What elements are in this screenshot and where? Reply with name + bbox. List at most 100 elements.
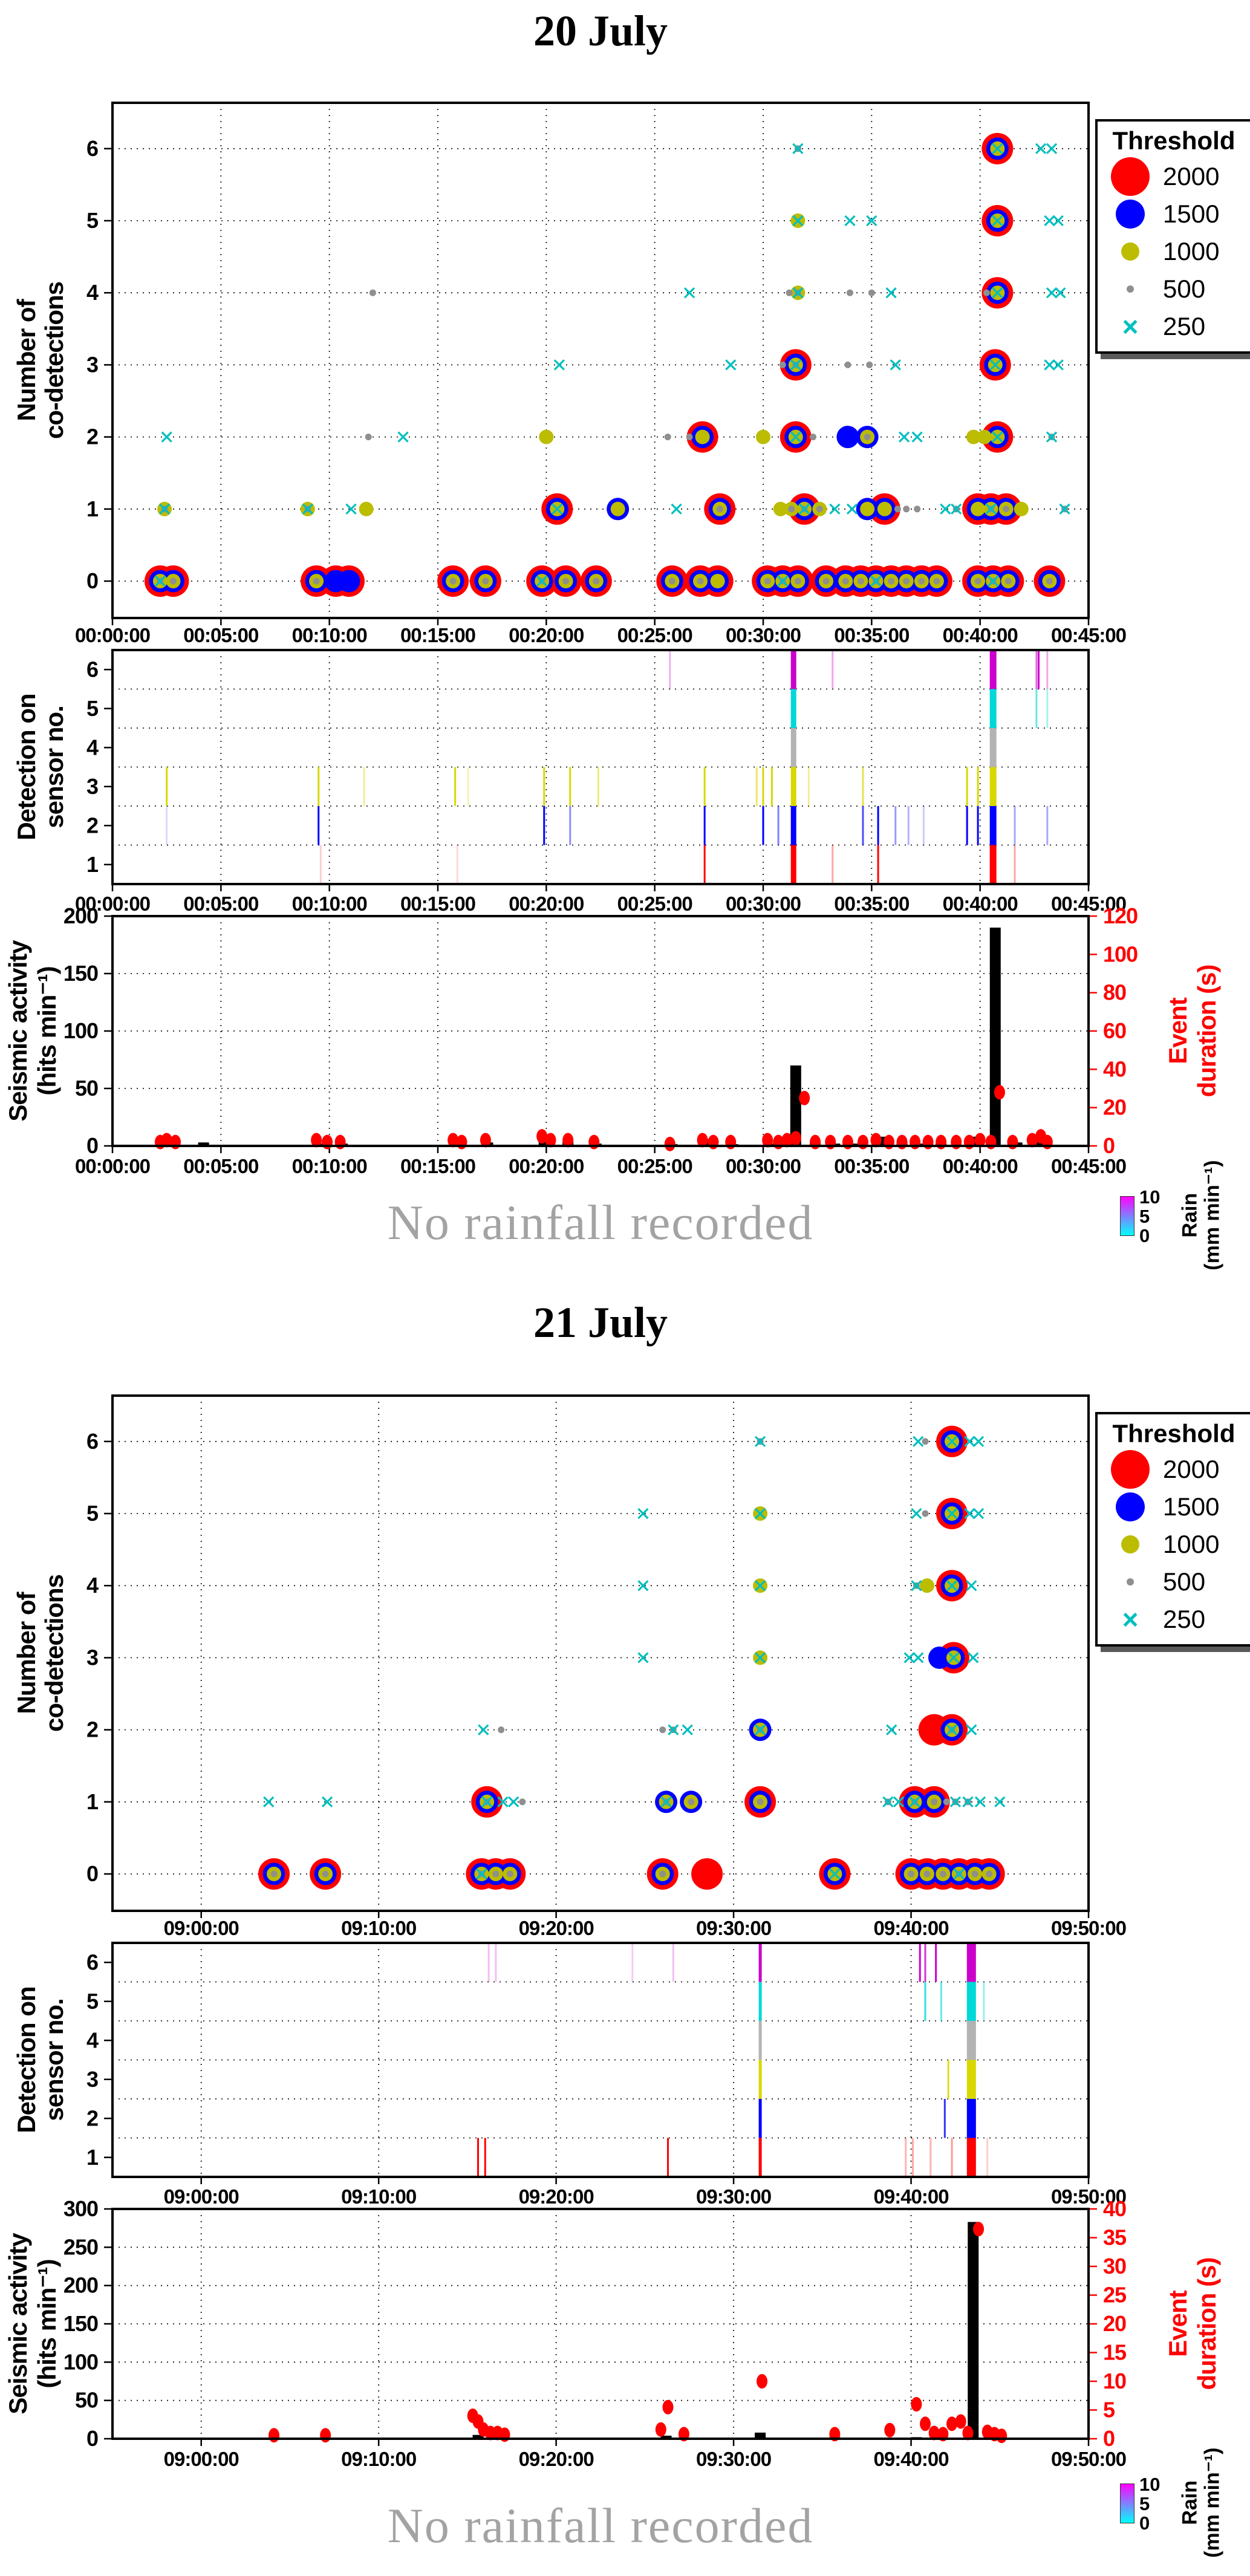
y-axis-label: sensor no. [40, 706, 68, 828]
seismic-tick-label: 150 [63, 2311, 98, 2336]
threshold-1000-marker [1121, 242, 1139, 261]
y-tick-label: 0 [86, 1861, 98, 1886]
detection-marker-X [754, 1436, 766, 1447]
detection-marker-X [478, 1724, 489, 1735]
detection-marker-G [974, 577, 981, 585]
x-tick-label: 00:25:00 [617, 624, 692, 646]
event-duration-dot [896, 1134, 908, 1150]
sensor-tick-label: 6 [86, 1950, 98, 1974]
detection-marker-X [668, 1724, 679, 1735]
seismic-bar [755, 2432, 766, 2439]
event-duration-dot [810, 1134, 821, 1150]
seismic-bar [968, 2222, 979, 2439]
detection-marker-G [688, 1798, 695, 1806]
event-duration-dot [974, 1133, 986, 1148]
y-axis-label: Number of [12, 298, 41, 421]
rain-axis-label-2: Rain (mm min⁻¹) [1178, 2447, 1223, 2558]
event-duration-dot [448, 1133, 459, 1148]
event-duration-dot [161, 1133, 172, 1148]
detection-marker-X [948, 1652, 960, 1664]
detection-marker-G [716, 506, 723, 513]
sensor-3-event [977, 767, 979, 806]
detection-marker-X [972, 1436, 985, 1447]
seismic-tick-label: 0 [86, 1133, 98, 1158]
y-tick-label: 6 [86, 136, 98, 161]
detection-marker-G [868, 289, 875, 296]
detection-marker-X [1052, 215, 1064, 227]
right-y-axis-label: duration (s) [1193, 965, 1221, 1098]
detection-marker-X [988, 575, 999, 587]
sensor-5-event [1046, 689, 1049, 728]
legend-entry-2000: 2000 [1098, 1450, 1250, 1489]
event-duration-dot [662, 2399, 674, 2415]
detection-marker-X [497, 1796, 509, 1807]
right-y-axis-label: duration (s) [1193, 2258, 1221, 2390]
sensor-3-event [758, 2060, 762, 2099]
x-tick-label: 09:00:00 [164, 1917, 239, 1939]
detection-marker-Y [919, 1578, 934, 1593]
detection-marker-X [951, 503, 962, 515]
x-tick-label: 00:00:00 [75, 893, 150, 915]
sensor-6-event [495, 1943, 497, 1982]
x-tick-label: 00:35:00 [834, 893, 909, 915]
rain-colorbar-2 [1120, 2483, 1134, 2523]
sensor-1-event [703, 845, 706, 884]
x-tick-label: 00:45:00 [1051, 893, 1126, 915]
detection-marker-X [992, 431, 1003, 443]
detection-marker-X [946, 1580, 958, 1592]
right-y-axis-label: Event [1164, 997, 1192, 1064]
rain-colorbar [1120, 1196, 1134, 1236]
event-duration-dot [708, 1134, 719, 1150]
x-tick-label: 09:30:00 [696, 1917, 771, 1939]
sensor-1-event [477, 2138, 480, 2177]
duration-tick-label: 40 [1103, 2196, 1126, 2221]
x-tick-label: 09:10:00 [341, 1917, 416, 1939]
x-tick-label: 09:40:00 [873, 1917, 948, 1939]
sensor-2-event [977, 806, 979, 845]
sensor-1-event [905, 2138, 907, 2177]
sensor-1-event [877, 845, 879, 884]
sensor-2-event [758, 2099, 762, 2138]
detection-marker-X [799, 503, 810, 515]
detection-marker-G [822, 577, 830, 585]
sensor-6-event [1038, 650, 1040, 689]
detection-marker-G [697, 577, 704, 585]
sensor-3-event [989, 767, 997, 806]
detection-marker-G [668, 577, 675, 585]
detection-marker-Y [966, 429, 981, 444]
detection-marker-Y [695, 429, 710, 444]
duration-tick-label: 15 [1103, 2340, 1127, 2365]
x-tick-label: 00:25:00 [617, 1155, 692, 1177]
y-tick-label: 1 [86, 1789, 99, 1814]
x-tick-label: 09:50:00 [1051, 2185, 1126, 2208]
no-rainfall-text-2: No rainfall recorded [387, 2498, 814, 2553]
event-duration-dot [334, 1134, 346, 1150]
sensor-6-event [1046, 650, 1049, 689]
detection-marker-X [1044, 359, 1055, 371]
detection-marker-Y [359, 501, 374, 516]
event-duration-dot [857, 1134, 868, 1150]
x-tick-label: 00:20:00 [509, 1155, 584, 1177]
sensor-1-event [966, 2138, 976, 2177]
y-axis-label: co-detections [40, 282, 68, 439]
sensor-6-event [989, 650, 997, 689]
sensor-tick-label: 3 [86, 2067, 98, 2092]
y-axis-label: (hits min⁻¹) [33, 2259, 61, 2388]
x-tick-label: 09:20:00 [519, 2185, 594, 2208]
detection-marker-G [369, 289, 376, 296]
sensor-tick-label: 3 [86, 774, 98, 799]
detection-marker-X [725, 359, 737, 371]
sensor-3-event [703, 767, 706, 806]
duration-tick-label: 0 [1103, 2426, 1115, 2451]
event-duration-dot [1026, 1133, 1038, 1148]
y-tick-label: 3 [86, 352, 98, 377]
detection-marker-X [911, 1508, 922, 1520]
detection-marker-Y [610, 501, 625, 516]
event-duration-dot [911, 2397, 922, 2412]
detection-marker-G [933, 577, 940, 585]
x-tick-label: 09:00:00 [164, 2185, 239, 2208]
detection-marker-G [844, 361, 851, 368]
sensor-2-event [894, 806, 897, 845]
threshold-1500-marker [1116, 200, 1145, 229]
event-duration-dot [994, 1085, 1005, 1100]
